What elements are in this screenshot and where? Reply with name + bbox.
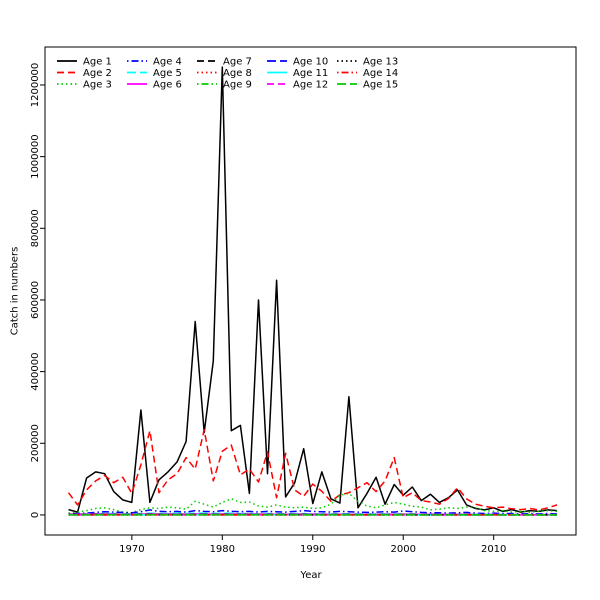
series-line-age-1: [68, 66, 558, 513]
legend-label: Age 11: [293, 68, 328, 79]
legend-label: Age 2: [83, 68, 112, 79]
y-axis-label: Catch in numbers: [9, 246, 21, 336]
x-tick-label: 2010: [481, 544, 506, 555]
x-tick-label: 2000: [390, 544, 415, 555]
y-tick-label: 600000: [30, 281, 41, 319]
series-line-age-4: [68, 509, 558, 515]
plot-box: [44, 46, 577, 536]
legend-label: Age 8: [223, 68, 252, 79]
x-tick-label: 1980: [210, 544, 235, 555]
legend-label: Age 13: [363, 57, 398, 68]
legend-label: Age 3: [83, 80, 112, 91]
legend-label: Age 10: [293, 57, 328, 68]
legend-label: Age 6: [153, 80, 182, 91]
legend-label: Age 1: [83, 57, 112, 68]
x-tick-label: 1970: [119, 544, 144, 555]
legend-label: Age 15: [363, 80, 398, 91]
legend-label: Age 7: [223, 57, 252, 68]
legend-label: Age 12: [293, 80, 328, 91]
y-tick-label: 1200000: [30, 63, 41, 108]
x-axis-label: Year: [300, 570, 322, 581]
series-line-age-2: [67, 428, 558, 511]
legend-label: Age 9: [223, 80, 252, 91]
legend-label: Age 14: [363, 68, 398, 79]
y-tick-label: 0: [30, 512, 41, 518]
x-tick-label: 1990: [300, 544, 325, 555]
y-tick-label: 200000: [30, 424, 41, 462]
y-tick-label: 1000000: [30, 134, 41, 179]
series-line-age-3: [68, 492, 558, 514]
legend-label: Age 5: [153, 68, 182, 79]
y-tick-label: 800000: [30, 209, 41, 247]
legend-label: Age 4: [153, 57, 182, 68]
y-tick-label: 400000: [30, 353, 41, 391]
